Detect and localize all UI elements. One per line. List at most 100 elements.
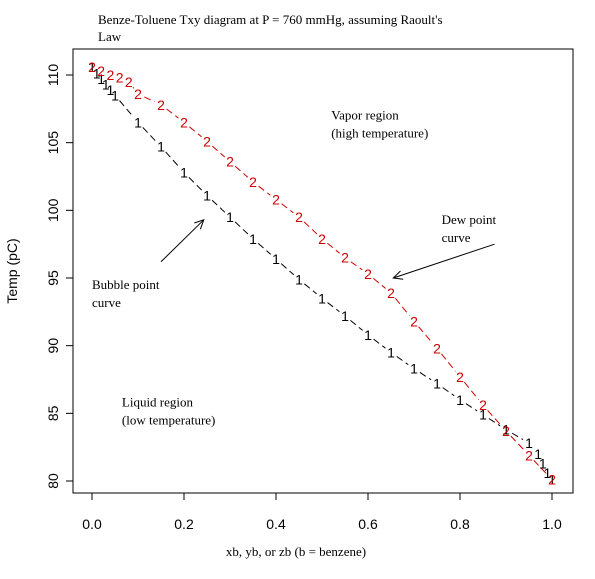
bubble-point-label: Bubble point curve (92, 277, 160, 310)
series-1-point: 1 (111, 87, 119, 103)
series-2-segment (258, 185, 271, 196)
series-1-segment (396, 356, 409, 366)
series-1-point: 1 (364, 327, 372, 343)
series-1-segment (465, 403, 478, 412)
series-1-point: 1 (318, 290, 326, 306)
arrow-shaft (160, 219, 205, 263)
series-2-segment (464, 381, 479, 401)
series-2-segment (211, 145, 226, 158)
series-2-point: 2 (433, 340, 441, 356)
series-1-segment (280, 263, 295, 276)
x-tick-label: 0.8 (450, 516, 470, 532)
series-1-point: 1 (433, 376, 441, 392)
y-tick-label: 110 (45, 64, 61, 87)
arrow-head (194, 218, 205, 230)
series-2-point: 2 (134, 86, 142, 102)
series-1-point: 1 (525, 435, 533, 451)
series-1-segment (350, 319, 363, 331)
series-1-point: 1 (249, 231, 257, 247)
series-2-segment (132, 87, 135, 89)
series-2-point: 2 (116, 70, 124, 86)
dew-point-arrow (392, 243, 495, 280)
chart-title-line-2: Law (98, 29, 122, 44)
series-1-segment (442, 387, 455, 397)
series-2-segment (166, 108, 179, 119)
series-2-point: 2 (125, 74, 133, 90)
series-1-point: 1 (544, 465, 552, 481)
series-2-point: 2 (157, 97, 165, 113)
x-tick-label: 0.0 (82, 516, 102, 532)
series-2-point: 2 (387, 285, 395, 301)
series-2-segment (144, 96, 155, 103)
series-1-point: 1 (479, 407, 487, 423)
y-axis-label: Temp (pC) (4, 238, 20, 303)
series-1-segment (511, 432, 524, 440)
y-tick-label: 85 (45, 405, 61, 421)
series-1-segment (119, 100, 134, 118)
chart-title-line-1: Benze-Toluene Txy diagram at P = 760 mmH… (98, 12, 443, 27)
series-2-point: 2 (548, 472, 556, 488)
series-2-segment (441, 353, 456, 372)
series-1-point: 1 (157, 139, 165, 155)
vapor-region-label: Vapor region (high temperature) (331, 108, 428, 141)
series-1-point: 1 (548, 472, 556, 488)
series-1-point: 1 (134, 114, 142, 130)
series-2-point: 2 (502, 423, 510, 439)
series-2-segment (510, 435, 525, 451)
series-1-segment (234, 221, 249, 235)
x-axis: 0.0 0.2 0.4 0.6 0.8 1.0 (82, 492, 562, 532)
series-2-point: 2 (318, 231, 326, 247)
series-1-segment (488, 418, 501, 427)
series-1-point: 1 (203, 187, 211, 203)
series-2-segment (487, 410, 502, 427)
series-2-point: 2 (88, 59, 96, 75)
series-1-segment (304, 283, 317, 295)
series-2-point: 2 (107, 67, 115, 83)
series-1-point: 1 (107, 82, 115, 98)
series-1-point: 1 (456, 392, 464, 408)
series-1-point: 1 (502, 422, 510, 438)
series-1-point: 1 (180, 164, 188, 180)
annotation-line: curve (442, 230, 471, 245)
arrow-shaft (393, 243, 495, 279)
series-2-point: 2 (249, 174, 257, 190)
series-1-point: 1 (410, 361, 418, 377)
series-2-segment (418, 326, 433, 344)
bubble-point-arrow (160, 218, 205, 263)
y-tick-label: 100 (45, 198, 61, 222)
series-1-segment (373, 338, 386, 349)
series-2-segment (281, 203, 294, 214)
y-tick-label: 105 (45, 131, 61, 155)
arrow-head (392, 270, 404, 280)
series-1-point: 1 (97, 71, 105, 87)
x-tick-label: 0.4 (266, 516, 286, 532)
series-1-point: 1 (88, 59, 96, 75)
series-2-point: 2 (180, 114, 188, 130)
series-2-segment (327, 242, 340, 254)
series-1-point: 1 (534, 446, 542, 462)
y-tick-label: 80 (45, 473, 61, 489)
series-2-point: 2 (410, 313, 418, 329)
series-1-point: 1 (341, 308, 349, 324)
series-2-segment (373, 278, 386, 289)
series-2-point: 2 (295, 209, 303, 225)
x-tick-label: 0.2 (174, 516, 194, 532)
series-2-segment (350, 261, 363, 271)
x-tick-label: 0.6 (358, 516, 378, 532)
y-axis: 80 85 90 95 100 105 110 (45, 64, 74, 489)
annotation-line: Dew point (442, 212, 497, 227)
series-2-point: 2 (226, 154, 234, 170)
series-1-point: 1 (387, 344, 395, 360)
annotation-line: Bubble point (92, 277, 160, 292)
series-2-point: 2 (272, 192, 280, 208)
series-2-point: 2 (97, 63, 105, 79)
annotation-line: (low temperature) (122, 413, 215, 428)
series-1-segment (142, 127, 157, 142)
series-2-segment (189, 126, 202, 138)
series-1-point: 1 (272, 251, 280, 267)
series-1-segment (327, 302, 340, 313)
series-2-point: 2 (479, 397, 487, 413)
